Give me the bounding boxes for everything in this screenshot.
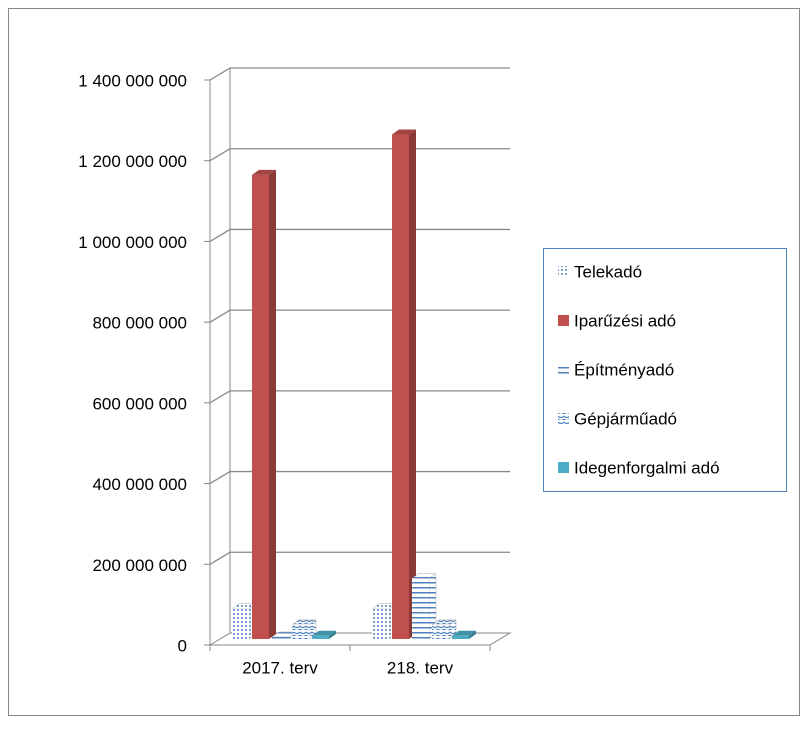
bar-top — [392, 129, 416, 135]
bar — [312, 635, 329, 639]
bar — [392, 134, 409, 640]
x-tick-label: 218. terv — [387, 658, 454, 677]
grid-line — [209, 390, 510, 404]
legend-swatch — [558, 266, 569, 277]
legend-swatch — [558, 315, 569, 326]
legend-label: Idegenforgalmi adó — [574, 458, 720, 477]
bar-top — [452, 630, 476, 636]
legend-label: Telekadó — [574, 262, 642, 281]
grid-line — [209, 551, 510, 565]
y-tick-label: 1 200 000 000 — [78, 152, 187, 171]
legend-label: Építményadó — [574, 360, 674, 379]
bar-side — [329, 630, 336, 639]
legend-swatch — [558, 462, 569, 473]
y-tick-label: 200 000 000 — [92, 556, 187, 575]
y-tick-label: 1 000 000 000 — [78, 233, 187, 252]
bar — [232, 608, 249, 639]
bar — [272, 636, 289, 639]
legend-swatch — [558, 413, 569, 424]
grid-line — [209, 67, 510, 81]
y-tick-label: 600 000 000 — [92, 394, 187, 413]
bar — [292, 624, 309, 639]
legend-label: Gépjárműadó — [574, 409, 677, 428]
grid-line — [209, 309, 510, 323]
bar-top — [252, 169, 276, 175]
y-tick-label: 0 — [178, 636, 187, 655]
legend-swatch — [558, 364, 569, 375]
x-tick-label: 2017. terv — [242, 658, 318, 677]
grid-line — [209, 148, 510, 162]
bar — [252, 174, 269, 639]
bar-side — [269, 169, 276, 639]
grid-line — [209, 470, 510, 485]
y-tick-label: 800 000 000 — [92, 314, 187, 333]
bar — [372, 608, 389, 639]
bar-top — [312, 630, 336, 636]
bar — [412, 578, 429, 639]
y-tick-label: 400 000 000 — [92, 475, 187, 494]
y-tick-label: 1 400 000 000 — [78, 71, 187, 90]
legend-label: Iparűzési adó — [574, 311, 676, 330]
bar-side — [409, 129, 416, 640]
bar-side — [469, 630, 476, 639]
floor — [209, 632, 512, 646]
bar — [432, 624, 449, 639]
grid-line — [209, 228, 510, 242]
bar — [452, 635, 469, 639]
legend-box — [543, 248, 787, 492]
